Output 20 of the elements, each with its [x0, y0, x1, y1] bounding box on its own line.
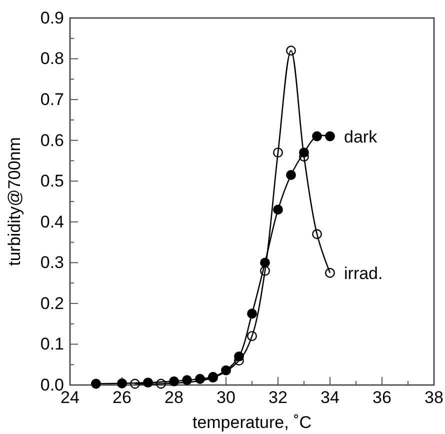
- y-tick-label: 0.1: [40, 334, 64, 354]
- y-tick-label: 0.3: [40, 253, 64, 272]
- x-tick-label: 34: [320, 388, 340, 408]
- y-axis-title: turbidity@700nm: [5, 137, 24, 266]
- y-tick-label: 0.6: [40, 130, 64, 150]
- series-label: irrad.: [344, 264, 383, 283]
- y-tick-label: 0.5: [40, 172, 64, 191]
- x-tick-label: 32: [268, 388, 288, 408]
- x-tick-label: 28: [164, 388, 184, 408]
- x-tick-label: 30: [216, 388, 236, 408]
- y-tick-label: 0.8: [40, 49, 64, 68]
- y-tick-label: 0.2: [40, 294, 64, 313]
- y-tick-label: 0.9: [40, 8, 64, 28]
- x-tick-label: 38: [424, 388, 444, 408]
- series-label: dark: [344, 127, 378, 146]
- x-tick-label: 26: [112, 388, 132, 408]
- x-axis-title: temperature, ˚C: [192, 413, 312, 432]
- y-tick-label: 0.4: [40, 212, 64, 232]
- x-tick-label: 36: [372, 388, 392, 408]
- y-tick-label: 0.7: [40, 90, 64, 109]
